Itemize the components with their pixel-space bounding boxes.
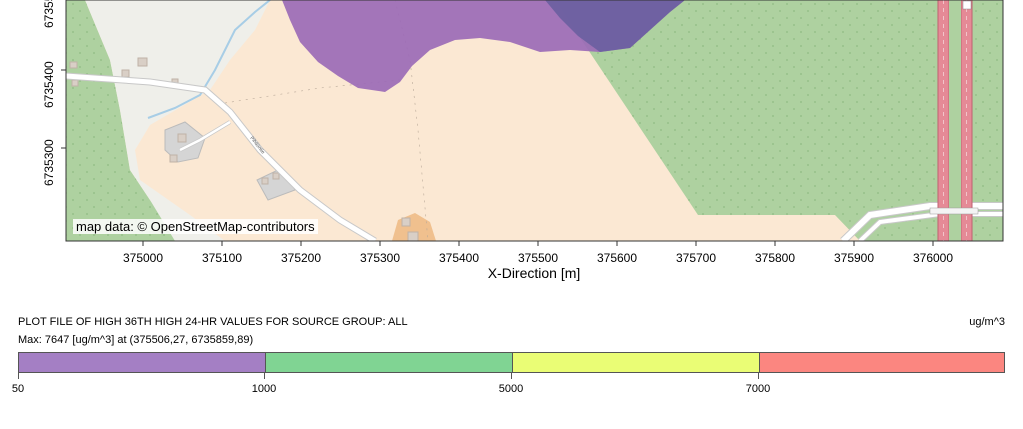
building [121, 69, 130, 78]
legend-tick [18, 373, 19, 379]
legend-tick [511, 373, 512, 379]
x-tick-label: 375900 [833, 251, 875, 265]
legend-bin-2 [266, 353, 513, 372]
legend-bin-3 [513, 353, 760, 372]
color-legend-bar [18, 352, 1005, 373]
legend-units: ug/m^3 [969, 316, 1005, 328]
x-tick-label: 375500 [517, 251, 559, 265]
x-tick-label: 375200 [280, 251, 322, 265]
x-axis-label: X-Direction [m] [487, 265, 581, 281]
legend-tick-label: 5000 [498, 383, 524, 395]
x-tick-label: 375600 [596, 251, 638, 265]
building [71, 79, 79, 87]
legend-tick [758, 373, 759, 379]
max-value-text: Max: 7647 [ug/m^3] at (375506,27, 673585… [18, 334, 254, 346]
map-attribution: map data: © OpenStreetMap-contributors [73, 219, 318, 234]
legend-tick-label: 1000 [251, 383, 277, 395]
x-tick-label: 375300 [359, 251, 401, 265]
x-tick-label: 376000 [912, 251, 954, 265]
map-view[interactable]: Pihtiöntie [0, 0, 1023, 300]
stream [147, 0, 271, 119]
x-tick-label: 375000 [122, 251, 164, 265]
y-tick-label: 6735400 [42, 61, 56, 108]
legend-tick-label: 50 [11, 383, 25, 395]
legend-bin-1 [19, 353, 266, 372]
legend-bin-4 [760, 353, 1004, 372]
building [69, 61, 78, 69]
legend-tick [264, 373, 265, 379]
x-tick-label: 375400 [438, 251, 480, 265]
x-tick-label: 375800 [754, 251, 796, 265]
building [137, 57, 148, 67]
x-tick-label: 375700 [675, 251, 717, 265]
y-tick-label: 6735300 [42, 139, 56, 186]
residential-area [85, 0, 270, 241]
legend-tick-label: 7000 [745, 383, 771, 395]
plot-title: PLOT FILE OF HIGH 36TH HIGH 24-HR VALUES… [18, 316, 408, 328]
x-tick-label: 375100 [201, 251, 243, 265]
y-tick-label: 67355 [42, 0, 56, 28]
plume-forest-overlap [545, 0, 685, 52]
